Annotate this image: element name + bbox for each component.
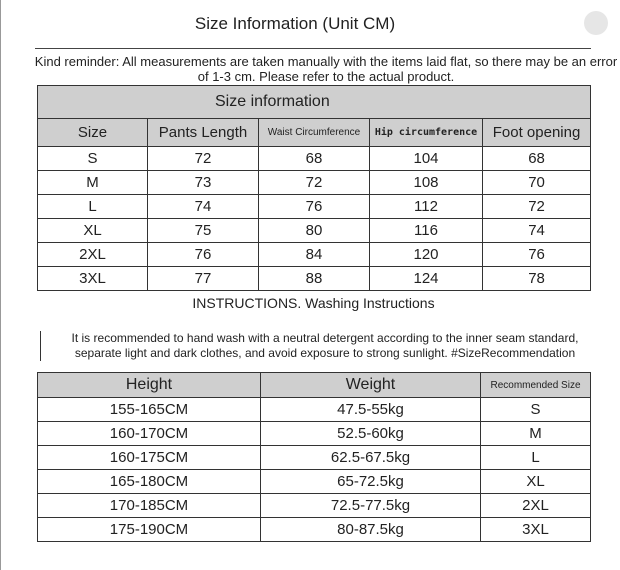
cell: 76 [258,194,370,219]
cell: 72 [258,170,370,195]
header-cell: Weight [260,372,481,398]
cell: S [480,397,591,422]
data-row: XL 75 80 116 74 [37,218,592,243]
table-caption: Size information [36,85,592,119]
edge-line [0,0,1,570]
instructions-text: It is recommended to hand wash with a ne… [40,331,603,361]
cell: 80-87.5kg [260,517,481,542]
header-row: Size Pants Length Waist Circumference Hip c… [37,118,592,147]
cell: 78 [481,266,592,291]
reminder: Kind reminder: All measurements are take… [34,54,618,84]
header-cell: Waist Circumference [258,118,370,147]
cell: XL [480,469,591,494]
cell: 73 [147,170,259,195]
cell: 104 [369,146,483,171]
divider [35,48,591,49]
data-row: M 73 72 108 70 [37,170,592,195]
cell: 47.5-55kg [260,397,481,422]
cell: 52.5-60kg [260,421,481,446]
data-row: 2XL 76 84 120 76 [37,242,592,267]
cell: 155-165CM [37,397,261,422]
cell: XL [37,218,148,243]
cell: 74 [481,218,592,243]
cell: 65-72.5kg [260,469,481,494]
cell: 160-175CM [37,445,261,470]
cell: 68 [258,146,370,171]
cell: 165-180CM [37,469,261,494]
cell: 77 [147,266,259,291]
data-row: 170-185CM 72.5-77.5kg 2XL [37,493,591,518]
close-button[interactable] [584,11,608,35]
cell: L [37,194,148,219]
cell: 2XL [37,242,148,267]
cell: 62.5-67.5kg [260,445,481,470]
data-row: 3XL 77 88 124 78 [37,266,592,291]
cell: 76 [481,242,592,267]
cell: 75 [147,218,259,243]
header-cell: Recommended Size [480,372,591,398]
cell: 108 [369,170,483,195]
header-row: Height Weight Recommended Size [37,372,591,398]
cell: M [37,170,148,195]
size-table: Size information Size Pants Length Waist Ci… [36,85,592,291]
cell: 72.5-77.5kg [260,493,481,518]
data-row: L 74 76 112 72 [37,194,592,219]
data-row: 175-190CM 80-87.5kg 3XL [37,517,591,542]
cell: 3XL [480,517,591,542]
header-cell: Pants Length [147,118,259,147]
cell: 175-190CM [37,517,261,542]
cell: L [480,445,591,470]
cell: 74 [147,194,259,219]
cell: M [480,421,591,446]
cell: 124 [369,266,483,291]
header-cell: Hip circumference [369,118,483,147]
recommend-table: Height Weight Recommended Size 155-165CM 47.… [37,372,591,542]
cell: 170-185CM [37,493,261,518]
cell: 120 [369,242,483,267]
cell: 2XL [480,493,591,518]
cell: 88 [258,266,370,291]
data-row: 155-165CM 47.5-55kg S [37,397,591,422]
cell: 80 [258,218,370,243]
data-row: 160-175CM 62.5-67.5kg L [37,445,591,470]
cell: 68 [481,146,592,171]
cell: 116 [369,218,483,243]
data-row: S 72 68 104 68 [37,146,592,171]
cell: 70 [481,170,592,195]
title: Size Information (Unit CM) [194,14,396,33]
data-row: 160-170CM 52.5-60kg M [37,421,591,446]
header-cell: Height [37,372,261,398]
header-cell: Foot opening [481,118,592,147]
cell: S [37,146,148,171]
cell: 72 [481,194,592,219]
data-row: 165-180CM 65-72.5kg XL [37,469,591,494]
cell: 160-170CM [37,421,261,446]
caption-row: Size information [36,85,592,119]
cell: 112 [369,194,483,219]
cell: 84 [258,242,370,267]
instructions-heading: INSTRUCTIONS. Washing Instructions [192,295,435,311]
header-cell: Size [37,118,148,147]
cell: 76 [147,242,259,267]
cell: 72 [147,146,259,171]
cell: 3XL [37,266,148,291]
